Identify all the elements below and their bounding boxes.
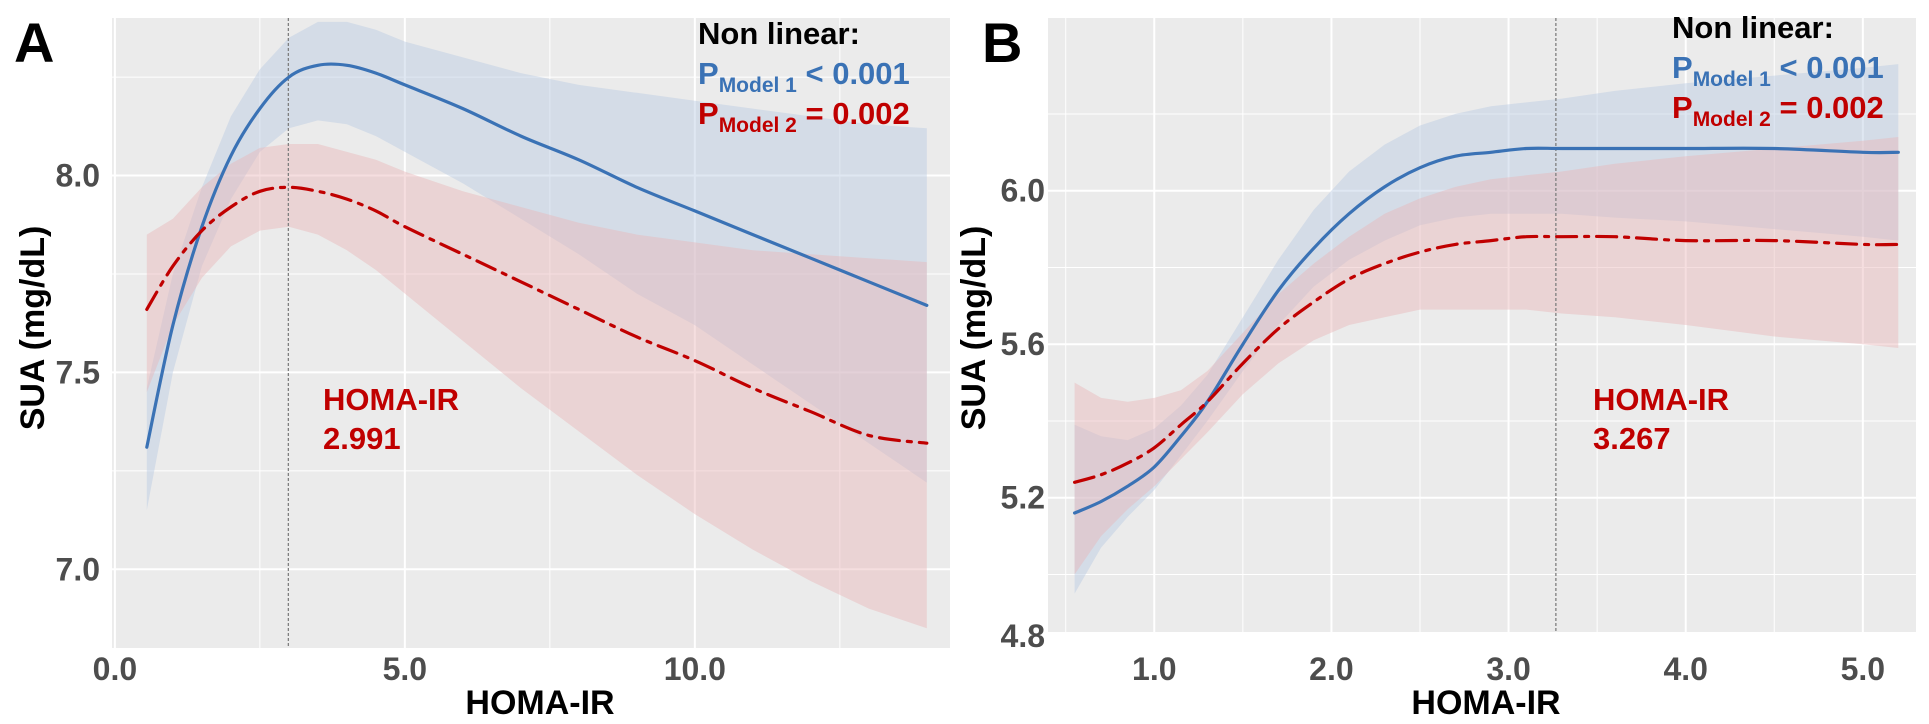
tick-labels-a: 0.0 5.0 10.0 7.0 7.5 8.0 — [56, 158, 726, 688]
y-axis-title-a: SUA (mg/dL) — [14, 226, 52, 431]
y-axis-title-b: SUA (mg/dL) — [955, 226, 993, 431]
x-tick-label: 10.0 — [664, 651, 726, 687]
nonlinear-heading-a: Non linear: — [698, 16, 860, 51]
x-axis-title-b: HOMA-IR — [1411, 684, 1560, 722]
p-model1-b: PModel 1 < 0.001 — [1672, 50, 1884, 91]
x-axis-title-a: HOMA-IR — [465, 684, 614, 722]
x-tick-label: 2.0 — [1309, 651, 1353, 687]
series-line-1 — [145, 62, 929, 449]
x-tick-label: 3.0 — [1486, 651, 1530, 687]
series-lines-b — [1073, 146, 1900, 515]
tick-labels-b: 1.0 2.0 3.0 4.0 5.0 4.8 5.2 5.6 6.0 — [1001, 173, 1886, 687]
y-tick-label: 5.6 — [1001, 326, 1045, 362]
confidence-band-1 — [146, 21, 927, 511]
confidence-bands-b — [1074, 64, 1899, 594]
x-tick-label: 5.0 — [1841, 651, 1885, 687]
x-tick-label: 5.0 — [383, 651, 427, 687]
cutoff-value-a: 2.991 — [323, 421, 401, 456]
x-tick-label: 1.0 — [1132, 651, 1176, 687]
gridlines-a — [112, 18, 950, 648]
confidence-band-1 — [1074, 64, 1899, 594]
series-line-1 — [1073, 146, 1900, 515]
cutoff-label-a: HOMA-IR — [323, 382, 459, 417]
series-line-2 — [145, 185, 929, 445]
p-model2-a: PModel 2 = 0.002 — [698, 96, 910, 137]
y-tick-label: 4.8 — [1001, 618, 1045, 654]
y-tick-label: 6.0 — [1001, 173, 1045, 209]
cutoff-value-b: 3.267 — [1593, 421, 1671, 456]
cutoff-label-b: HOMA-IR — [1593, 382, 1729, 417]
y-tick-label: 7.0 — [56, 551, 100, 587]
p-model2-b: PModel 2 = 0.002 — [1672, 90, 1884, 131]
confidence-bands-a — [146, 21, 927, 629]
x-tick-label: 0.0 — [93, 651, 137, 687]
gridlines-b — [1048, 18, 1916, 632]
plot-background-b — [1048, 18, 1916, 632]
y-tick-label: 7.5 — [56, 354, 100, 390]
x-tick-label: 4.0 — [1663, 651, 1707, 687]
panel-letter-a: A — [14, 11, 54, 74]
panel-letter-b: B — [982, 11, 1022, 74]
series-line-2 — [1073, 234, 1900, 484]
y-tick-label: 5.2 — [1001, 480, 1045, 516]
confidence-band-2 — [1074, 137, 1899, 575]
nonlinear-heading-b: Non linear: — [1672, 10, 1834, 45]
panel-a: A 0.0 5.0 10.0 7.0 7.5 8.0 HOMA-IR SUA (mg/dL… — [14, 11, 950, 722]
y-tick-label: 8.0 — [56, 158, 100, 194]
series-lines-a — [145, 62, 929, 449]
p-model1-a: PModel 1 < 0.001 — [698, 56, 910, 97]
panel-b: B 1.0 2.0 3.0 4.0 5.0 4.8 5.2 5.6 6.0 HOMA-IR SU… — [955, 10, 1916, 722]
confidence-band-2 — [146, 144, 927, 629]
